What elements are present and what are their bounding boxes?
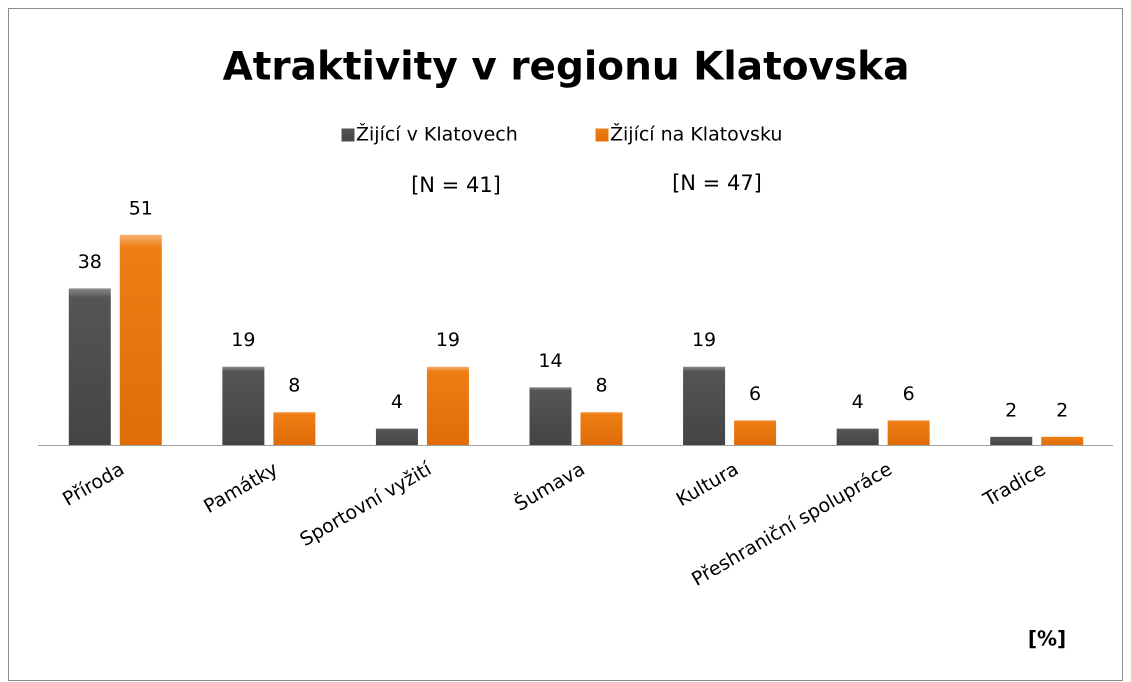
- bar: [734, 420, 777, 445]
- legend-swatch: [595, 128, 609, 142]
- chart-title: Atraktivity v regionu Klatovska: [223, 45, 910, 90]
- value-label: 8: [595, 375, 607, 397]
- value-label: 4: [391, 391, 403, 413]
- value-label: 19: [692, 329, 716, 351]
- chart-frame: [8, 8, 1123, 681]
- bar: [529, 387, 572, 445]
- value-label: 51: [129, 197, 153, 219]
- bar: [375, 428, 418, 445]
- legend-label: Žijící na Klatovsku: [610, 123, 782, 146]
- bar: [836, 428, 879, 445]
- bar: [426, 366, 469, 445]
- value-label: 19: [436, 329, 460, 351]
- bar: [1041, 436, 1084, 445]
- bar: [683, 366, 726, 445]
- annotation: [N = 41]: [411, 173, 501, 197]
- legend-label: Žijící v Klatovech: [356, 123, 518, 146]
- value-label: 4: [852, 391, 864, 413]
- bar: [68, 288, 111, 445]
- bar: [119, 234, 162, 445]
- annotation: [N = 47]: [672, 171, 762, 195]
- value-label: 6: [903, 383, 915, 405]
- bar: [580, 412, 623, 445]
- bar: [273, 412, 316, 445]
- value-label: 38: [78, 251, 102, 273]
- value-label: 14: [538, 350, 562, 372]
- value-label: 2: [1056, 399, 1068, 421]
- value-label: 8: [288, 375, 300, 397]
- bar: [222, 366, 265, 445]
- legend-swatch: [341, 128, 355, 142]
- value-label: 6: [749, 383, 761, 405]
- value-label: 2: [1005, 399, 1017, 421]
- value-label: 19: [231, 329, 255, 351]
- bar: [887, 420, 930, 445]
- unit-label: [%]: [1028, 627, 1066, 651]
- bar: [990, 436, 1033, 445]
